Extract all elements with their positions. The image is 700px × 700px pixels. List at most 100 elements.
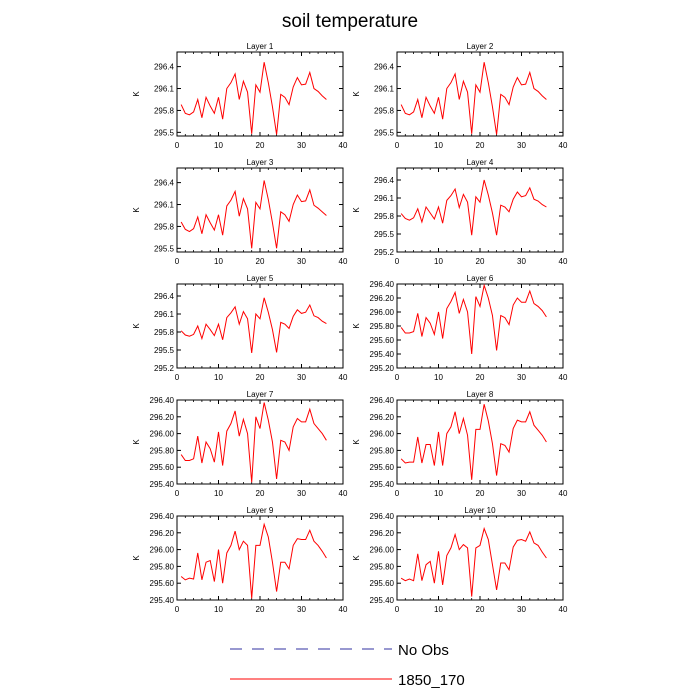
y-axis-label: K [352, 555, 361, 561]
panel-frame [396, 399, 564, 485]
y-tick-label: 295.60 [150, 463, 175, 472]
panel-layer-10: Layer 10 0 10 20 30 40 295.40 295.60 295.80 296.0… [352, 506, 568, 614]
x-tick-label: 0 [175, 141, 180, 150]
x-tick-label: 20 [476, 605, 485, 614]
y-tick-label: 295.40 [150, 596, 175, 605]
y-tick-label: 295.5 [374, 128, 395, 137]
y-tick-label: 296.1 [154, 85, 175, 94]
y-tick-label: 295.60 [370, 463, 395, 472]
y-tick-label: 296.40 [150, 512, 175, 521]
x-tick-label: 10 [434, 141, 443, 150]
y-tick-label: 295.60 [150, 579, 175, 588]
y-tick-label: 296.4 [154, 63, 175, 72]
y-tick-label: 296.00 [150, 546, 175, 555]
y-tick-label: 296.40 [370, 512, 395, 521]
y-tick-label: 295.5 [374, 230, 395, 239]
panel-title: Layer 8 [467, 390, 494, 399]
panel-title: Layer 10 [464, 506, 496, 515]
panel-title: Layer 6 [467, 274, 494, 283]
x-tick-label: 40 [339, 605, 348, 614]
x-tick-label: 30 [297, 605, 306, 614]
y-tick-label: 295.80 [150, 562, 175, 571]
x-tick-label: 20 [476, 373, 485, 382]
x-tick-label: 0 [395, 257, 400, 266]
y-axis-label: K [352, 207, 361, 213]
x-tick-label: 0 [395, 489, 400, 498]
y-axis-label: K [132, 323, 141, 329]
y-tick-label: 296.20 [370, 294, 395, 303]
y-tick-label: 296.1 [154, 310, 175, 319]
series-line-1850-170 [400, 179, 547, 236]
y-tick-label: 295.80 [370, 322, 395, 331]
x-tick-label: 30 [297, 373, 306, 382]
series-line-1850-170 [180, 402, 327, 483]
x-tick-label: 0 [395, 605, 400, 614]
y-tick-label: 296.00 [150, 430, 175, 439]
y-axis-label: K [132, 555, 141, 561]
x-tick-label: 20 [256, 605, 265, 614]
panel-layer-1: Layer 1 0 10 20 30 40 295.5 295.8 296.1 296.4 K [132, 42, 348, 150]
legend-label-1850-170: 1850_170 [398, 672, 465, 689]
y-tick-label: 295.60 [370, 336, 395, 345]
series-line-1850-170 [180, 180, 327, 249]
x-tick-label: 20 [476, 141, 485, 150]
panel-frame [176, 283, 344, 369]
y-tick-label: 296.20 [370, 413, 395, 422]
panel-layer-5: Layer 5 0 10 20 30 40 295.2 295.5 295.8 296.1 296.… [132, 274, 348, 382]
y-axis-label: K [132, 207, 141, 213]
x-tick-label: 30 [517, 489, 526, 498]
y-tick-label: 295.8 [374, 212, 395, 221]
x-tick-label: 40 [559, 141, 568, 150]
panel-title: Layer 3 [247, 158, 274, 167]
panel-layer-6: Layer 6 0 10 20 30 40 295.20 295.40 295.60 295.80… [352, 274, 568, 382]
x-tick-label: 0 [395, 141, 400, 150]
panel-frame [176, 515, 344, 601]
panel-layer-9: Layer 9 0 10 20 30 40 295.40 295.60 295.80 296.00… [132, 506, 348, 614]
x-tick-label: 40 [339, 141, 348, 150]
panel-layer-2: Layer 2 0 10 20 30 40 295.5 295.8 296.1 296.4 K [352, 42, 568, 150]
x-tick-label: 20 [256, 257, 265, 266]
x-tick-label: 10 [214, 141, 223, 150]
y-tick-label: 296.4 [374, 63, 395, 72]
panel-frame [396, 515, 564, 601]
y-tick-label: 296.1 [374, 194, 395, 203]
x-tick-label: 10 [434, 373, 443, 382]
y-tick-label: 295.40 [370, 480, 395, 489]
x-tick-label: 40 [559, 605, 568, 614]
series-line-1850-170 [400, 283, 547, 355]
y-axis-label: K [132, 439, 141, 445]
y-tick-label: 296.40 [150, 396, 175, 405]
y-tick-label: 295.80 [370, 562, 395, 571]
y-tick-label: 296.20 [150, 413, 175, 422]
x-tick-label: 0 [395, 373, 400, 382]
series-line-1850-170 [400, 404, 547, 480]
panel-title: Layer 5 [247, 274, 274, 283]
y-tick-label: 296.4 [374, 176, 395, 185]
panel-title: Layer 2 [467, 42, 494, 51]
y-tick-label: 296.40 [370, 396, 395, 405]
panel-title: Layer 4 [467, 158, 494, 167]
x-tick-label: 10 [434, 489, 443, 498]
legend: No Obs 1850_170 [230, 642, 465, 689]
x-tick-label: 30 [517, 257, 526, 266]
chart-title: soil temperature [282, 11, 418, 32]
panel-grid: Layer 10 10 20 30 40295.5295.8296.1296.4KLay… [132, 42, 568, 614]
x-tick-label: 30 [517, 373, 526, 382]
y-tick-label: 295.80 [150, 446, 175, 455]
x-tick-label: 40 [559, 373, 568, 382]
x-tick-label: 20 [476, 489, 485, 498]
y-tick-label: 295.8 [154, 328, 175, 337]
y-tick-label: 296.1 [154, 201, 175, 210]
series-line-1850-170 [180, 297, 327, 354]
x-tick-label: 30 [297, 141, 306, 150]
panel-frame [396, 51, 564, 137]
panel-title: Layer 9 [247, 506, 274, 515]
x-tick-label: 40 [559, 257, 568, 266]
x-tick-label: 30 [517, 605, 526, 614]
y-axis-label: K [352, 91, 361, 97]
panel-frame [176, 399, 344, 485]
y-tick-label: 296.20 [150, 529, 175, 538]
x-tick-label: 0 [175, 373, 180, 382]
panel-title: Layer 1 [247, 42, 274, 51]
panel-frame [396, 283, 564, 369]
